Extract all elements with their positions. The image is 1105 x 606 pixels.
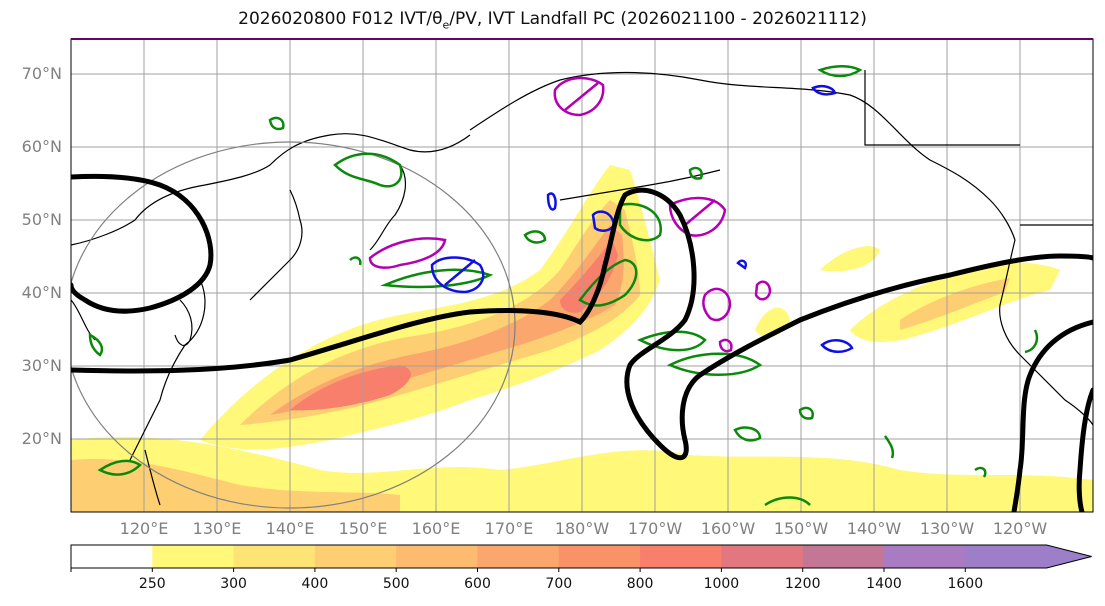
colorbar-outline: [70, 544, 1092, 569]
lat-label: 70°N: [21, 64, 62, 83]
colorbar-label: 300: [220, 576, 247, 592]
colorbar-segment: [314, 545, 397, 568]
colorbar-segment: [396, 545, 478, 568]
lat-label: 60°N: [21, 137, 62, 156]
colorbar-label: 1400: [866, 576, 902, 592]
colorbar-segment: [802, 545, 885, 568]
lon-label: 180°W: [554, 519, 610, 538]
lon-label: 140°W: [846, 519, 902, 538]
korea-coast: [174, 299, 193, 347]
lon-label: 120°W: [992, 519, 1048, 538]
lat-label: 30°N: [21, 356, 62, 375]
colorbar-segment: [477, 545, 560, 568]
canada-border: [864, 70, 1093, 226]
ivt-shading: [71, 165, 1093, 512]
colorbar-segment: [152, 545, 235, 568]
colorbar-segment: [71, 545, 153, 568]
colorbar-label: 250: [138, 576, 166, 592]
pc-contour-east: [1011, 319, 1093, 512]
lon-label: 170°W: [627, 519, 683, 538]
colorbar-extend-arrow: [1046, 545, 1092, 568]
grid-lines: [71, 39, 1093, 512]
na-west-coast: [999, 239, 1093, 426]
colorbar: [70, 544, 1092, 572]
lon-label: 160°W: [700, 519, 756, 538]
colorbar-segment: [721, 545, 804, 568]
ivt-plume-east-400: [900, 278, 1010, 330]
colorbar-label: 1600: [947, 576, 984, 592]
ivt-core-west: [290, 365, 411, 411]
colorbar-label: 600: [464, 576, 491, 592]
lon-label: 130°W: [919, 519, 975, 538]
pc-contour-far-east: [1076, 387, 1093, 512]
colorbar-label: 700: [545, 576, 573, 592]
ivt-core-central: [560, 240, 618, 313]
colorbar-segment: [640, 545, 722, 568]
lat-label: 20°N: [21, 429, 62, 448]
range-ring: [71, 141, 516, 509]
ivt-band-south-400: [71, 459, 400, 512]
colorbar-label: 400: [301, 576, 329, 592]
philippines-coast: [144, 449, 161, 506]
lat-label: 50°N: [21, 210, 62, 229]
colorbar-label: 800: [626, 576, 654, 592]
ivt-blob-1: [820, 246, 880, 272]
kamchatka-coast: [369, 164, 407, 251]
ivt-plume-main-400: [240, 200, 640, 425]
ivt-plume-main-600: [270, 225, 624, 415]
ivt-landfall-pc-contours: [71, 173, 1093, 512]
colorbar-label: 1200: [784, 576, 821, 592]
pc-contour-west: [71, 173, 214, 314]
lon-label: 170°E: [484, 519, 534, 538]
map-title: 2026020800 F012 IVT/θe/PV, IVT Landfall …: [238, 9, 867, 32]
pc-contour-main: [71, 187, 1093, 460]
lon-label: 130°E: [192, 519, 242, 538]
colorbar-segment: [884, 545, 966, 568]
japan-coast: [249, 189, 303, 301]
colorbar-label: 500: [382, 576, 410, 592]
lon-label: 140°E: [265, 519, 315, 538]
lon-label: 160°E: [411, 519, 461, 538]
pv-contours-magenta: [368, 76, 772, 353]
lon-label: 120°E: [119, 519, 169, 538]
colorbar-segment: [965, 545, 1048, 568]
lat-label: 40°N: [21, 283, 62, 302]
lon-label: 150°W: [773, 519, 829, 538]
colorbar-label: 1000: [703, 576, 740, 592]
lon-label: 150°E: [338, 519, 388, 538]
colorbar-segment: [233, 545, 316, 568]
colorbar-segment: [558, 545, 641, 568]
